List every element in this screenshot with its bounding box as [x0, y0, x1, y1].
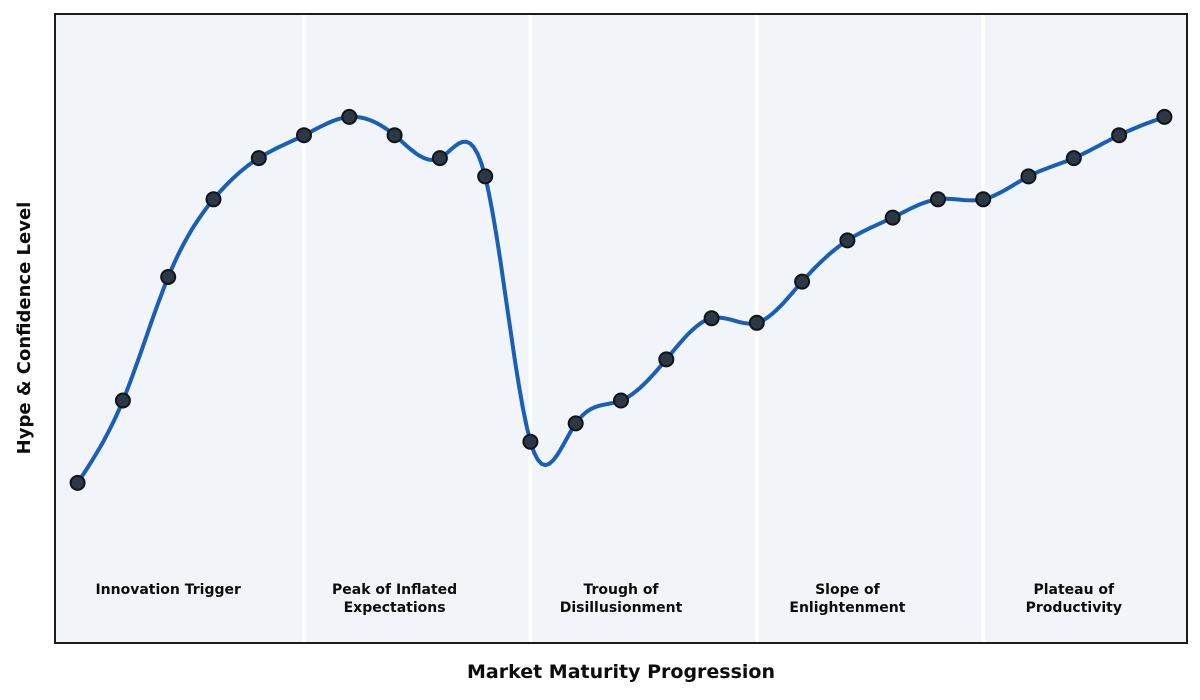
data-point-marker — [431, 150, 448, 167]
data-point-marker — [975, 191, 992, 208]
phase-label-innovation-trigger-line1: Innovation Trigger — [95, 582, 241, 598]
phase-label-peak-line2: Expectations — [344, 600, 446, 616]
phase-label-slope-line1: Slope of — [815, 582, 881, 598]
data-point-marker — [114, 392, 131, 409]
phase-label-slope-line2: Enlightenment — [789, 600, 905, 616]
phase-label-plateau-line2: Productivity — [1026, 600, 1122, 616]
data-point-marker — [69, 474, 86, 491]
phase-label-peak-line1: Peak of Inflated — [332, 582, 457, 598]
data-point-marker — [839, 232, 856, 249]
data-point-marker — [748, 314, 765, 331]
data-point-marker — [658, 351, 675, 368]
plot-background — [55, 14, 1187, 643]
phase-label-trough-line1: Trough of — [583, 582, 659, 598]
plot-frame — [54, 13, 1188, 644]
data-point-marker — [1020, 168, 1037, 185]
y-axis-title: Hype & Confidence Level — [14, 202, 35, 455]
phase-label-trough-line2: Disillusionment — [560, 600, 683, 616]
data-point-marker — [794, 273, 811, 290]
data-point-marker — [296, 127, 312, 144]
data-point-marker — [613, 392, 629, 409]
data-point-marker — [703, 310, 720, 327]
data-point-marker — [522, 433, 539, 450]
data-point-marker — [567, 415, 584, 432]
data-point-marker — [205, 191, 222, 208]
data-points — [69, 108, 1173, 491]
data-point-marker — [341, 108, 358, 125]
data-point-marker — [250, 150, 267, 167]
data-point-marker — [477, 168, 494, 185]
data-point-marker — [1156, 108, 1173, 125]
data-point-marker — [930, 191, 946, 208]
x-axis-title: Market Maturity Progression — [467, 661, 775, 683]
data-point-marker — [160, 269, 177, 285]
data-point-marker — [884, 209, 901, 226]
phase-label-plateau-line1: Plateau of — [1033, 582, 1115, 598]
data-point-marker — [1111, 127, 1128, 144]
data-point-marker — [386, 127, 403, 144]
data-point-marker — [1065, 150, 1082, 167]
